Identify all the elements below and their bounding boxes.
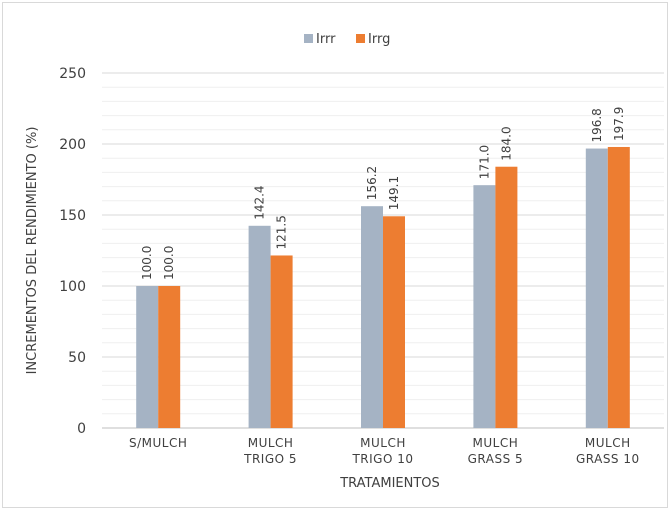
x-category-label: TRIGO 5 (243, 452, 297, 466)
chart-container (2, 2, 668, 508)
bar-irrg (383, 216, 405, 428)
legend-label-irrr: Irrr (316, 32, 336, 47)
legend-swatch-irrr (304, 34, 313, 43)
bars (136, 146, 630, 428)
y-tick-label: 250 (59, 66, 86, 82)
x-category-labels: S/MULCH MULCH TRIGO 5 MULCH TRIGO 10 MULCH GRA… (129, 436, 640, 466)
x-category-label: MULCH (473, 436, 519, 450)
data-label: 156.2 (365, 166, 379, 200)
y-axis-title: INCREMENTOS DEL RENDIMIENTO (%) (25, 127, 40, 375)
bar-irrg (270, 255, 293, 428)
bar-irrg (607, 146, 630, 428)
bar-irrg (495, 166, 518, 428)
data-label: 100.0 (162, 246, 176, 280)
data-label: 142.4 (253, 185, 267, 219)
x-category-label: S/MULCH (129, 436, 187, 450)
bar-irrr (136, 286, 159, 428)
y-tick-label: 0 (77, 421, 86, 437)
bar-irrr (473, 185, 496, 428)
legend-swatch-irrg (356, 34, 365, 43)
x-category-label: MULCH (248, 436, 294, 450)
legend: Irrr Irrg (304, 32, 390, 47)
x-category-label: GRASS 5 (468, 452, 524, 466)
data-label: 171.0 (477, 145, 491, 179)
data-label: 184.0 (499, 126, 513, 160)
data-label: 100.0 (140, 246, 154, 280)
x-axis-title: TRATAMIENTOS (339, 476, 440, 491)
bar-irrr (361, 206, 383, 428)
data-label: 197.9 (612, 107, 626, 141)
x-category-label: MULCH (585, 436, 631, 450)
data-label: 196.8 (590, 108, 604, 142)
bar-irrr (248, 225, 271, 428)
y-tick-label: 100 (59, 279, 86, 295)
bar-irrg (158, 286, 181, 428)
y-tick-label: 200 (59, 137, 86, 153)
bar-irrr (585, 148, 608, 428)
data-label: 149.1 (387, 176, 401, 210)
y-tick-label: 150 (59, 208, 86, 224)
y-tick-labels: 0 50 100 150 200 250 (59, 66, 86, 437)
data-label: 121.5 (275, 215, 289, 249)
legend-label-irrg: Irrg (368, 32, 390, 47)
x-category-label: MULCH (360, 436, 406, 450)
y-tick-label: 50 (68, 350, 86, 366)
data-labels: 100.0 142.4 156.2 171.0 196.8 100.0 121.5 149.1… (140, 107, 626, 280)
x-category-label: GRASS 10 (576, 452, 640, 466)
x-category-label: TRIGO 10 (351, 452, 413, 466)
